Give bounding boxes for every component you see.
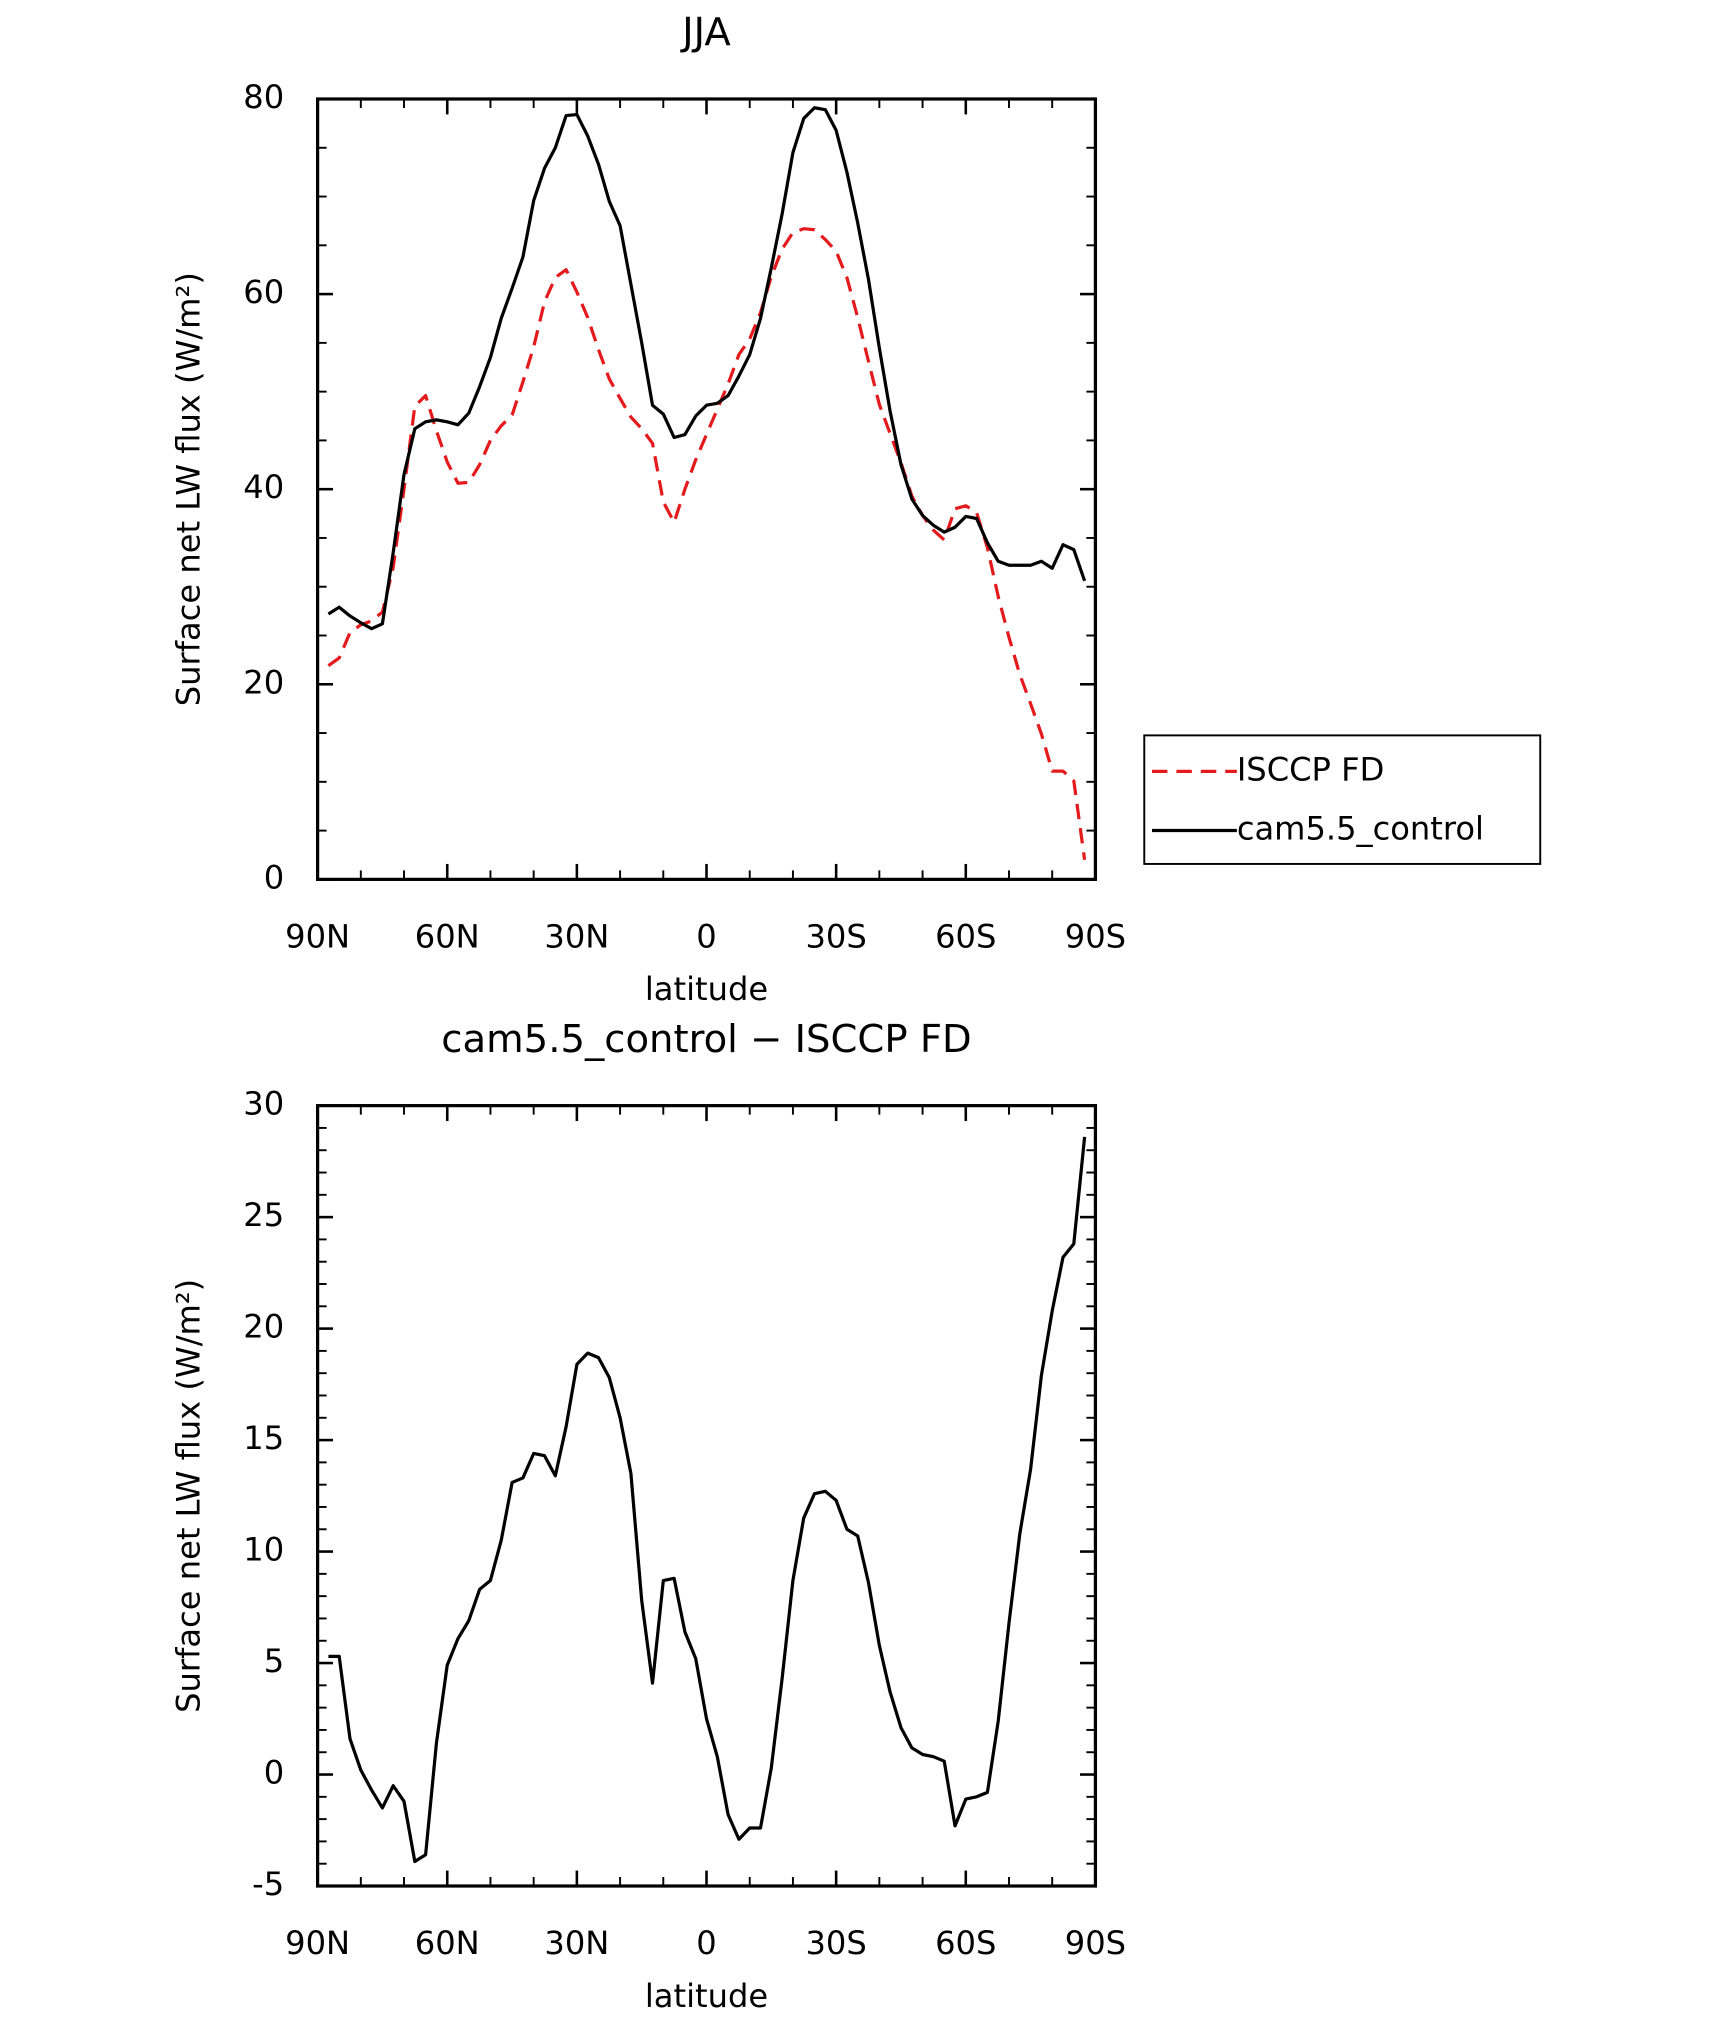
- y-tick-label: -5: [252, 1865, 284, 1903]
- chart-title: JJA: [680, 10, 731, 55]
- y-tick-label: 20: [243, 663, 284, 701]
- x-tick-label: 60N: [415, 918, 480, 956]
- y-tick-label: 0: [264, 858, 284, 896]
- x-tick-label: 90N: [285, 1924, 350, 1962]
- x-axis-label: latitude: [645, 970, 768, 1008]
- chart-title: cam5.5_control − ISCCP FD: [441, 1017, 971, 1062]
- x-tick-label: 60S: [935, 918, 996, 956]
- x-axis-label: latitude: [645, 1977, 768, 2015]
- x-tick-label: 30S: [806, 918, 867, 956]
- y-tick-label: 25: [243, 1196, 284, 1234]
- series-line: [327, 106, 1087, 631]
- y-tick-label: 30: [243, 1085, 284, 1123]
- y-axis-label: Surface net LW flux (W/m²): [169, 272, 207, 706]
- x-tick-label: 90S: [1065, 1924, 1126, 1962]
- plot-frame: [316, 1104, 1098, 1888]
- x-tick-label: 90S: [1065, 918, 1126, 956]
- plot-frame: [316, 97, 1098, 881]
- x-tick-label: 90N: [285, 918, 350, 956]
- y-tick-label: 0: [264, 1754, 284, 1792]
- y-tick-label: 10: [243, 1531, 284, 1569]
- x-tick-label: 0: [696, 1924, 716, 1962]
- x-tick-label: 0: [696, 918, 716, 956]
- series-line: [328, 1136, 1087, 1864]
- y-tick-label: 40: [243, 468, 284, 506]
- legend-label: cam5.5_control: [1237, 810, 1484, 848]
- y-tick-label: 5: [264, 1642, 284, 1680]
- legend-label: ISCCP FD: [1237, 750, 1385, 788]
- y-tick-label: 20: [243, 1308, 284, 1346]
- y-tick-label: 15: [243, 1419, 284, 1457]
- y-tick-label: 80: [243, 78, 284, 116]
- series-line: [327, 227, 1087, 861]
- y-tick-label: 60: [243, 273, 284, 311]
- x-tick-label: 30N: [544, 918, 609, 956]
- y-axis-label: Surface net LW flux (W/m²): [169, 1279, 207, 1713]
- x-tick-label: 60S: [935, 1924, 996, 1962]
- x-tick-label: 30S: [806, 1924, 867, 1962]
- legend-box: [1143, 734, 1542, 865]
- x-tick-label: 30N: [544, 1924, 609, 1962]
- x-tick-label: 60N: [415, 1924, 480, 1962]
